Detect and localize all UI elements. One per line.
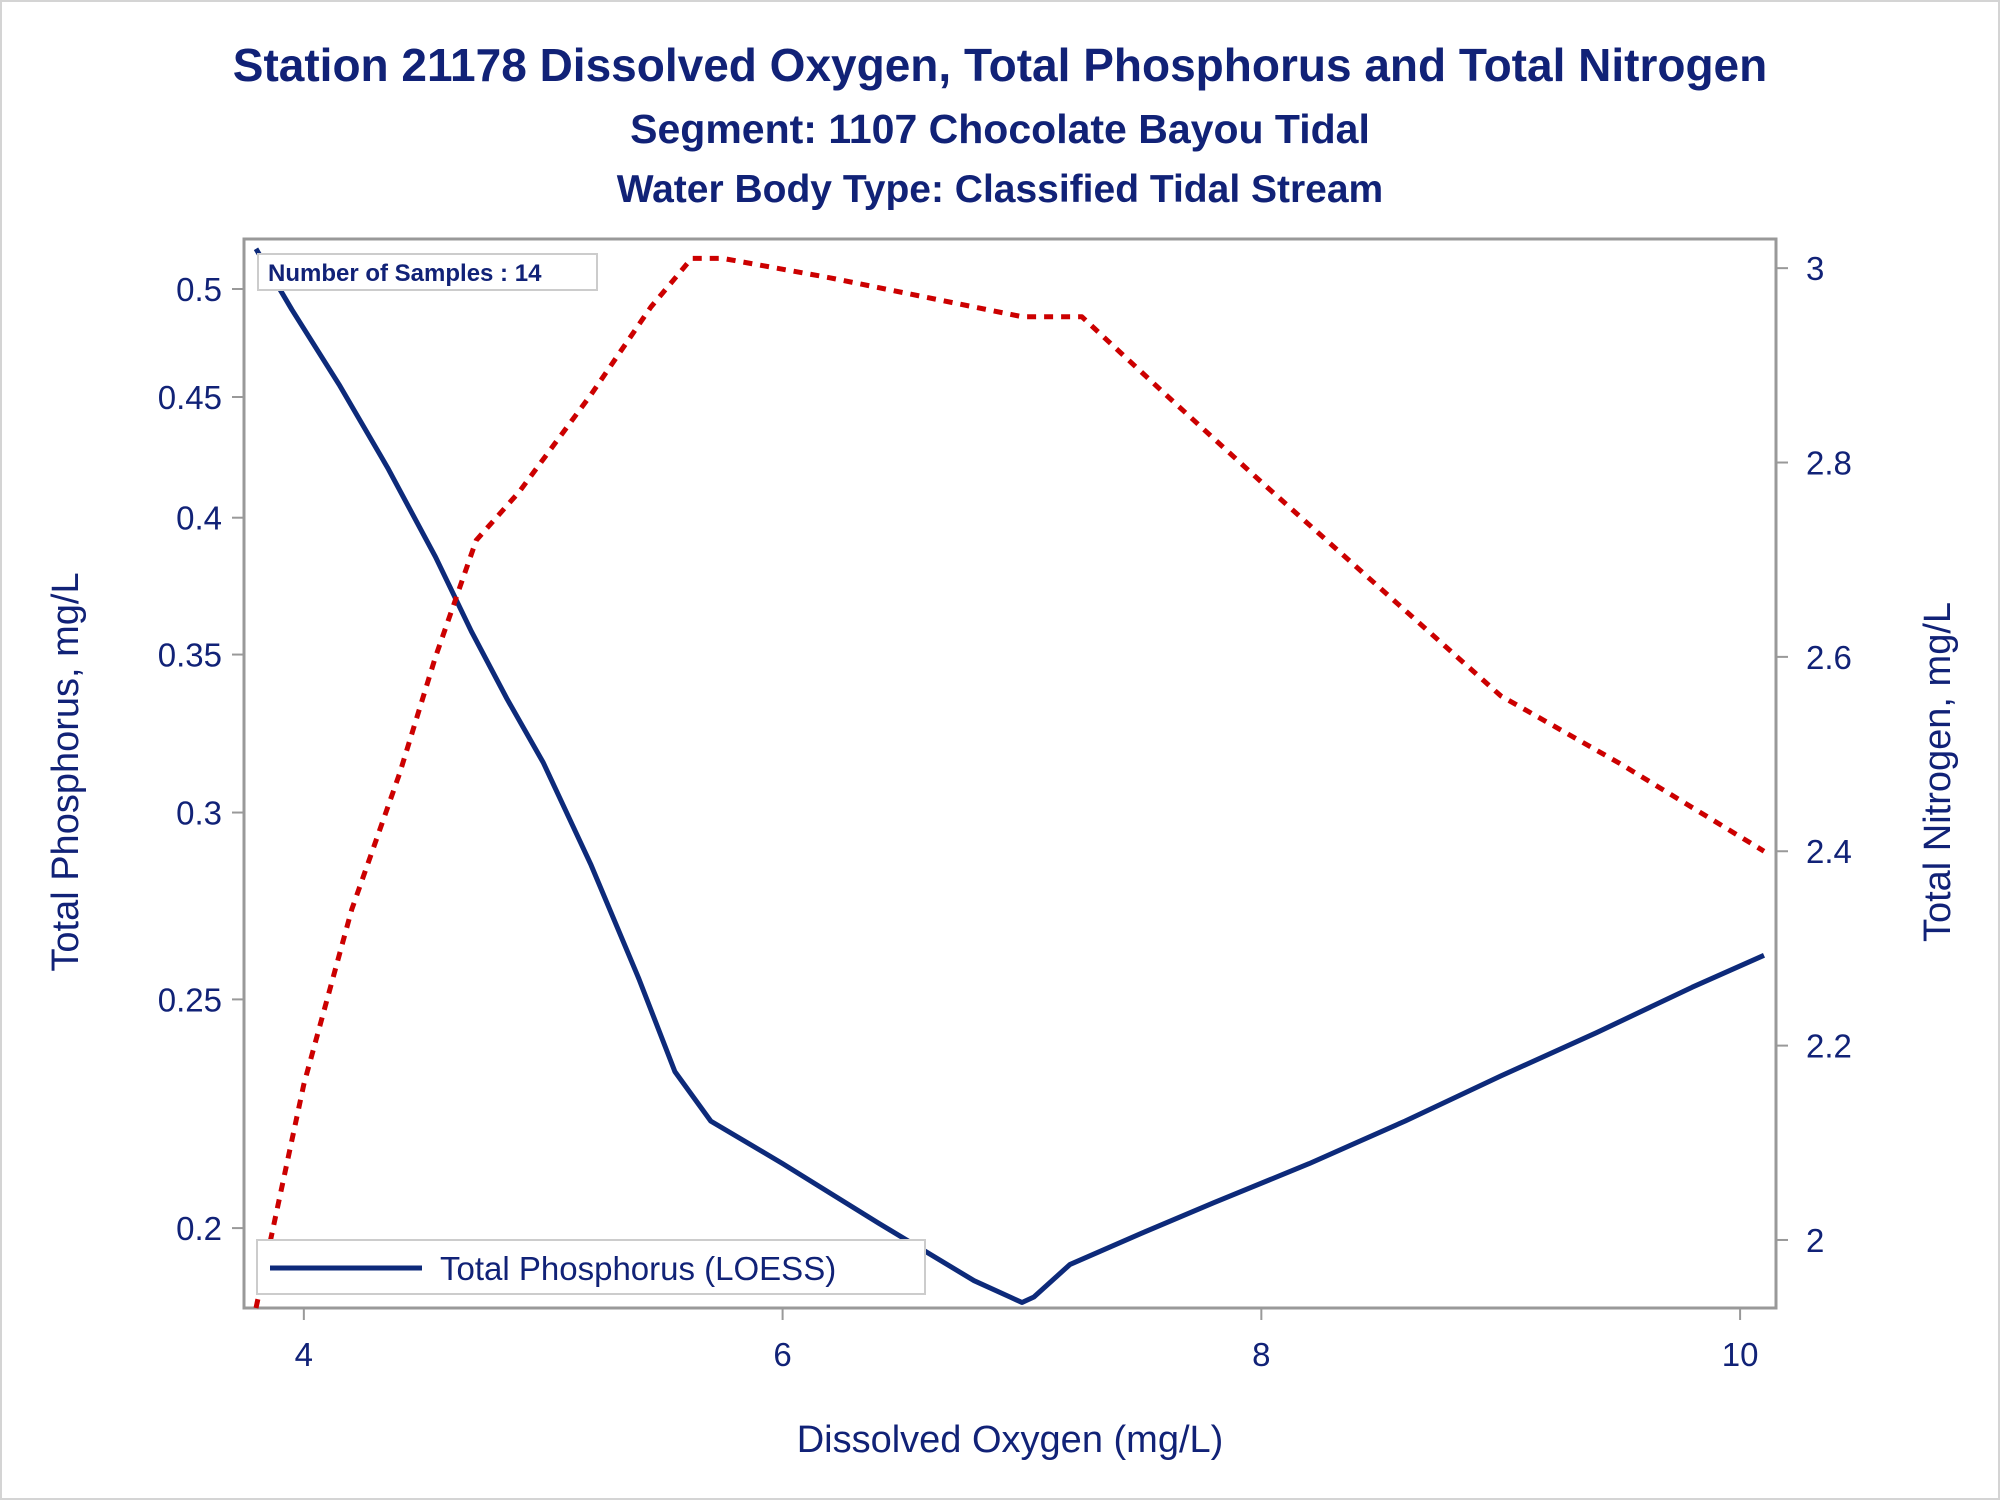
phosphorus-series-line (253, 247, 1766, 1305)
chart-subtitle-segment: Segment: 1107 Chocolate Bayou Tidal (630, 106, 1370, 152)
y2-tick-label: 2.8 (1806, 445, 1852, 482)
y2-tick-label: 3 (1806, 250, 1824, 287)
plot-area-frame (242, 237, 1778, 1310)
y2-tick-label: 2.4 (1806, 833, 1852, 870)
y2-tick-label: 2.2 (1806, 1028, 1852, 1065)
x-tick-label: 10 (1722, 1336, 1759, 1373)
samples-inset: Number of Samples : 14 (257, 253, 598, 291)
right-axis: 2 2.2 2.4 2.6 2.8 3 (1776, 250, 1852, 1259)
x-tick-label: 4 (295, 1336, 313, 1373)
y-tick-label: 0.2 (176, 1210, 222, 1247)
left-axis: 0.2 0.25 0.3 0.35 0.4 0.45 0.5 (158, 271, 244, 1247)
y-tick-label: 0.5 (176, 271, 222, 308)
series-layer (253, 247, 1766, 1309)
legend-box (256, 1239, 926, 1295)
x-axis-title: Dissolved Oxygen (mg/L) (797, 1419, 1224, 1461)
y-tick-label: 0.3 (176, 795, 222, 832)
y-tick-label: 0.25 (158, 981, 222, 1018)
y-tick-label: 0.4 (176, 500, 222, 537)
chart-title: Station 21178 Dissolved Oxygen, Total Ph… (232, 39, 1768, 91)
chart-subtitle-waterbody: Water Body Type: Classified Tidal Stream (616, 168, 1384, 211)
legend-label-phosphorus: Total Phosphorus (LOESS) (440, 1250, 836, 1287)
x-tick-label: 6 (773, 1336, 791, 1373)
y-axis-title: Total Phosphorus, mg/L (45, 572, 87, 971)
bottom-axis: 4 6 8 10 (295, 1308, 1759, 1373)
y2-tick-label: 2 (1806, 1222, 1824, 1259)
y2-tick-label: 2.6 (1806, 639, 1852, 676)
nitrogen-series-line (253, 255, 1766, 1309)
y-tick-label: 0.45 (158, 379, 222, 416)
y-tick-label: 0.35 (158, 637, 222, 674)
x-tick-label: 8 (1252, 1336, 1270, 1373)
legend: Total Phosphorus (LOESS) (256, 1239, 926, 1295)
y2-axis-title: Total Nitrogen, mg/L (1917, 602, 1959, 942)
samples-inset-box (257, 253, 598, 291)
samples-inset-label: Number of Samples : 14 (268, 260, 542, 287)
